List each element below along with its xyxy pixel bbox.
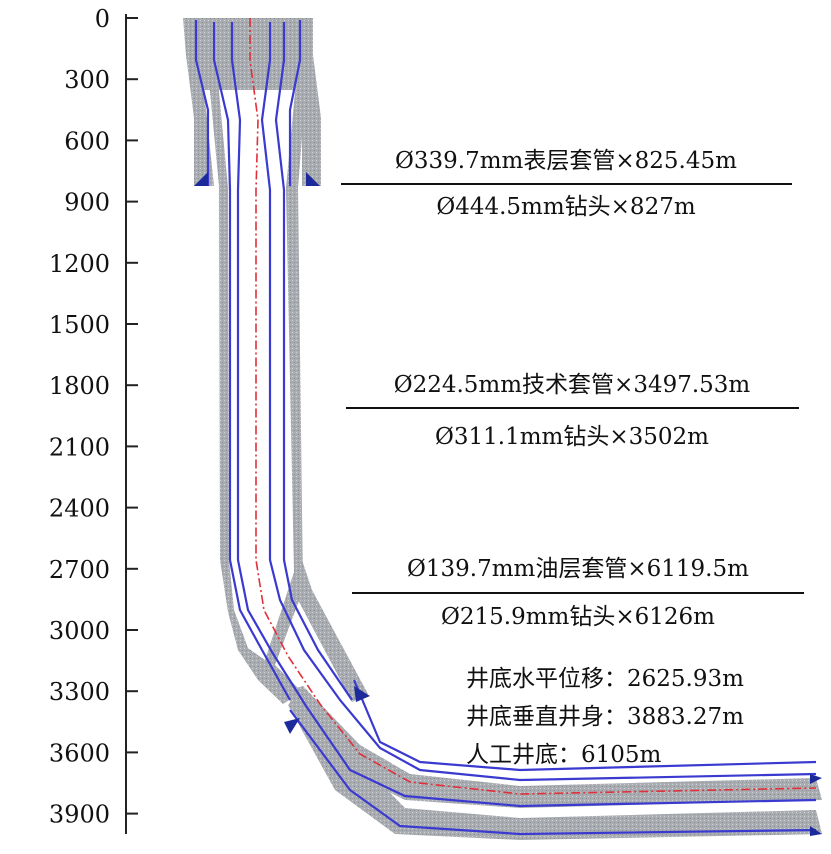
depth-tick-label: 3900 [49,801,110,829]
vertical-depth-text: 井底垂直井身：3883.27m [466,704,744,730]
depth-tick-label: 2700 [49,556,110,584]
depth-ticks: 0 300 600 900 1200 1500 1800 2100 2400 2700 3000 33… [49,5,138,829]
hole-wall-upper [352,679,817,772]
surface-casing-label: Ø339.7mm表层套管×825.45m [395,148,737,174]
depth-tick-label: 3300 [49,678,110,706]
casing-shoes [194,172,822,836]
casing-annotation-intermediate: Ø224.5mm技术套管×3497.53m Ø311.1mm钻头×3502m [346,372,799,450]
depth-tick-label: 2100 [49,433,110,461]
cement-intermediate-section [207,60,308,704]
depth-tick-label: 2400 [49,495,110,523]
depth-tick-label: 600 [64,127,110,155]
depth-tick-label: 900 [64,189,110,217]
hole-wall-lower [289,709,817,836]
horizontal-displacement-text: 井底水平位移：2625.93m [466,666,744,692]
intermediate-bit-label: Ø311.1mm钻头×3502m [435,424,709,450]
production-bit-label: Ø215.9mm钻头×6126m [441,604,715,630]
depth-tick-label: 0 [95,5,110,33]
intermediate-casing-shoe-right [354,686,370,702]
surface-bit-label: Ø444.5mm钻头×827m [436,194,695,220]
casing-lines [194,20,817,836]
production-casing-label: Ø139.7mm油层套管×6119.5m [407,556,749,582]
depth-tick-label: 1500 [49,311,110,339]
intermediate-casing-label: Ø224.5mm技术套管×3497.53m [394,372,751,398]
cement-production-section [283,686,822,808]
cement-intermediate-right-block [298,560,368,702]
intermediate-casing-right-outer [274,22,353,701]
casing-annotation-production: Ø139.7mm油层套管×6119.5m Ø215.9mm钻头×6126m [352,556,804,630]
depth-axis: 0 300 600 900 1200 1500 1800 2100 2400 2700 3000 33… [49,5,138,834]
surface-casing-left [194,20,210,186]
cement-production-lower [288,690,822,840]
production-casing-left [230,22,817,808]
surface-casing-right [288,20,302,186]
depth-tick-label: 1200 [49,250,110,278]
depth-tick-label: 300 [64,66,110,94]
depth-tick-label: 3600 [49,739,110,767]
artificial-bottom-text: 人工井底：6105m [466,742,662,768]
intermediate-casing-left-outer [212,22,291,701]
surface-casing-shoe-right [306,172,320,186]
depth-tick-label: 3000 [49,617,110,645]
production-casing-shoe-bottom [810,826,822,836]
casing-annotation-surface: Ø339.7mm表层套管×825.45m Ø444.5mm钻头×827m [341,148,792,220]
well-summary: 井底水平位移：2625.93m 井底垂直井身：3883.27m 人工井底：610… [466,666,744,768]
intermediate-casing-shoe-left [284,718,300,734]
production-casing-right [260,22,817,782]
depth-tick-label: 1800 [49,372,110,400]
wellbore [183,18,822,840]
production-casing-shoe-top [810,774,822,784]
well-centerline [249,18,817,795]
surface-casing-shoe-left [194,172,208,186]
cement-surface-section [183,18,321,186]
